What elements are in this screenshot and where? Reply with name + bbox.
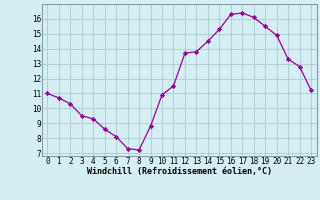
- X-axis label: Windchill (Refroidissement éolien,°C): Windchill (Refroidissement éolien,°C): [87, 167, 272, 176]
